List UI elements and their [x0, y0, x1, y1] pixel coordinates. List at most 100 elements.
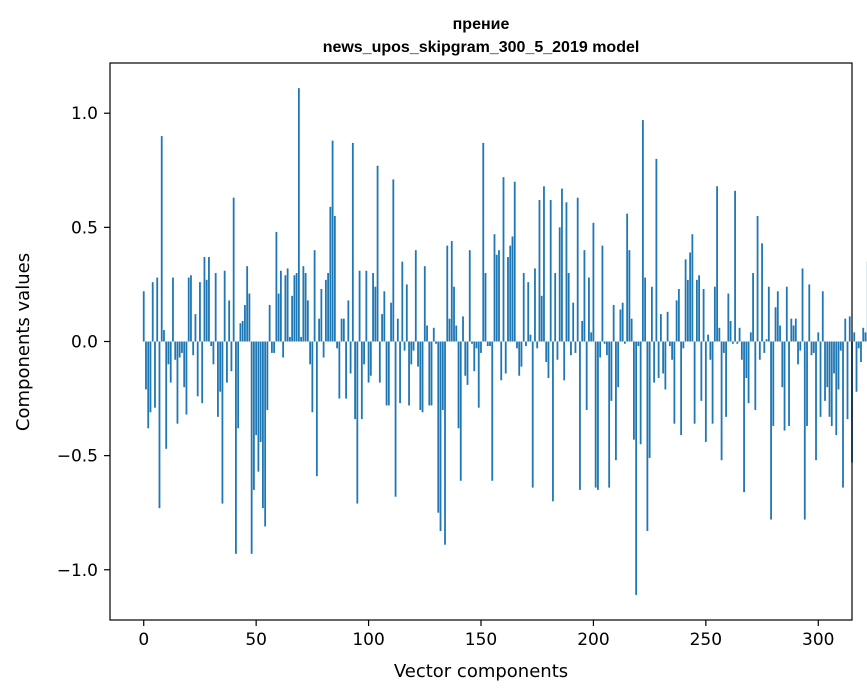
bar-306 — [830, 341, 833, 426]
x-tick-label: 150 — [465, 630, 497, 650]
bar-19 — [185, 341, 188, 415]
bar-256 — [718, 327, 721, 342]
bar-121 — [414, 250, 417, 342]
bar-189 — [567, 273, 570, 342]
bar-83 — [329, 206, 332, 342]
bar-206 — [606, 341, 608, 356]
bar-111 — [392, 179, 395, 342]
bar-87 — [338, 341, 341, 399]
bar-14 — [174, 341, 177, 360]
bar-309 — [837, 341, 840, 390]
bar-245 — [693, 341, 696, 424]
bar-88 — [340, 318, 343, 342]
x-tick-label: 300 — [802, 630, 834, 650]
bar-246 — [695, 279, 698, 342]
bar-220 — [637, 341, 640, 347]
bar-153 — [486, 341, 489, 347]
bar-133 — [441, 341, 444, 410]
bar-147 — [473, 341, 476, 372]
bar-163 — [509, 245, 512, 342]
bar-67 — [293, 275, 296, 342]
bar-181 — [549, 199, 552, 342]
bar-178 — [543, 186, 545, 342]
bar-76 — [313, 250, 316, 342]
bar-257 — [720, 341, 723, 461]
bar-62 — [282, 341, 285, 358]
bar-160 — [502, 177, 505, 342]
bar-190 — [570, 341, 572, 356]
bar-137 — [450, 241, 453, 342]
bar-300 — [817, 332, 820, 342]
bar-239 — [680, 341, 683, 436]
bar-166 — [516, 341, 518, 349]
bar-184 — [556, 341, 559, 360]
bar-198 — [588, 277, 590, 342]
bar-136 — [448, 318, 451, 342]
bar-154 — [489, 341, 491, 347]
bar-16 — [178, 341, 181, 358]
bar-171 — [527, 282, 530, 342]
bar-30 — [210, 341, 213, 347]
bar-264 — [736, 341, 739, 344]
bar-54 — [264, 341, 267, 527]
bar-105 — [378, 341, 381, 383]
bar-38 — [228, 300, 231, 342]
bar-243 — [689, 252, 692, 342]
bar-18 — [183, 341, 186, 388]
bar-273 — [756, 215, 759, 342]
bar-36 — [223, 270, 226, 342]
bar-146 — [471, 341, 473, 344]
bar-288 — [790, 318, 793, 342]
x-tick-label: 250 — [690, 630, 722, 650]
x-tick-label: 50 — [245, 630, 267, 650]
bar-139 — [455, 325, 458, 342]
bar-176 — [538, 199, 541, 342]
bar-50 — [255, 341, 258, 436]
bar-201 — [594, 341, 597, 488]
bar-265 — [738, 327, 741, 342]
bar-21 — [190, 275, 192, 342]
bar-92 — [349, 341, 352, 374]
bar-263 — [734, 190, 736, 342]
bar-122 — [417, 341, 419, 367]
bar-3 — [149, 341, 152, 413]
bar-223 — [644, 277, 647, 342]
bar-135 — [446, 245, 449, 342]
bar-213 — [621, 302, 624, 342]
bar-226 — [650, 286, 653, 342]
bar-174 — [534, 268, 536, 342]
bar-10 — [165, 341, 168, 449]
x-axis-ticks: 0 50 100 150 200 250 300 — [138, 620, 834, 650]
bar-124 — [421, 341, 424, 413]
bar-7 — [158, 341, 161, 509]
bar-37 — [226, 341, 228, 383]
bar-20 — [187, 277, 190, 342]
y-axis-ticks: 1.0 0.5 0.0 −0.5 −1.0 — [57, 104, 110, 581]
bar-192 — [574, 341, 577, 353]
bar-286 — [785, 286, 788, 342]
plot-frame — [109, 62, 853, 621]
bar-211 — [617, 341, 620, 388]
bar-104 — [376, 165, 379, 342]
bar-240 — [682, 341, 685, 349]
bar-254 — [713, 286, 716, 342]
bar-182 — [552, 341, 554, 502]
bar-53 — [262, 341, 264, 509]
y-tick-label: 0.5 — [71, 218, 98, 238]
bar-75 — [311, 341, 314, 413]
bar-96 — [358, 270, 361, 342]
bar-230 — [659, 314, 662, 342]
y-tick-label: −0.5 — [57, 447, 98, 467]
bar-311 — [842, 341, 844, 488]
bar-227 — [653, 341, 656, 383]
bar-144 — [466, 341, 469, 385]
bar-107 — [383, 291, 386, 342]
bar-319 — [860, 341, 862, 363]
bar-74 — [309, 341, 312, 365]
y-tick-label: 1.0 — [71, 104, 98, 124]
bar-298 — [812, 341, 815, 353]
bar-64 — [286, 268, 289, 342]
bar-177 — [540, 295, 543, 342]
bar-267 — [743, 341, 745, 493]
